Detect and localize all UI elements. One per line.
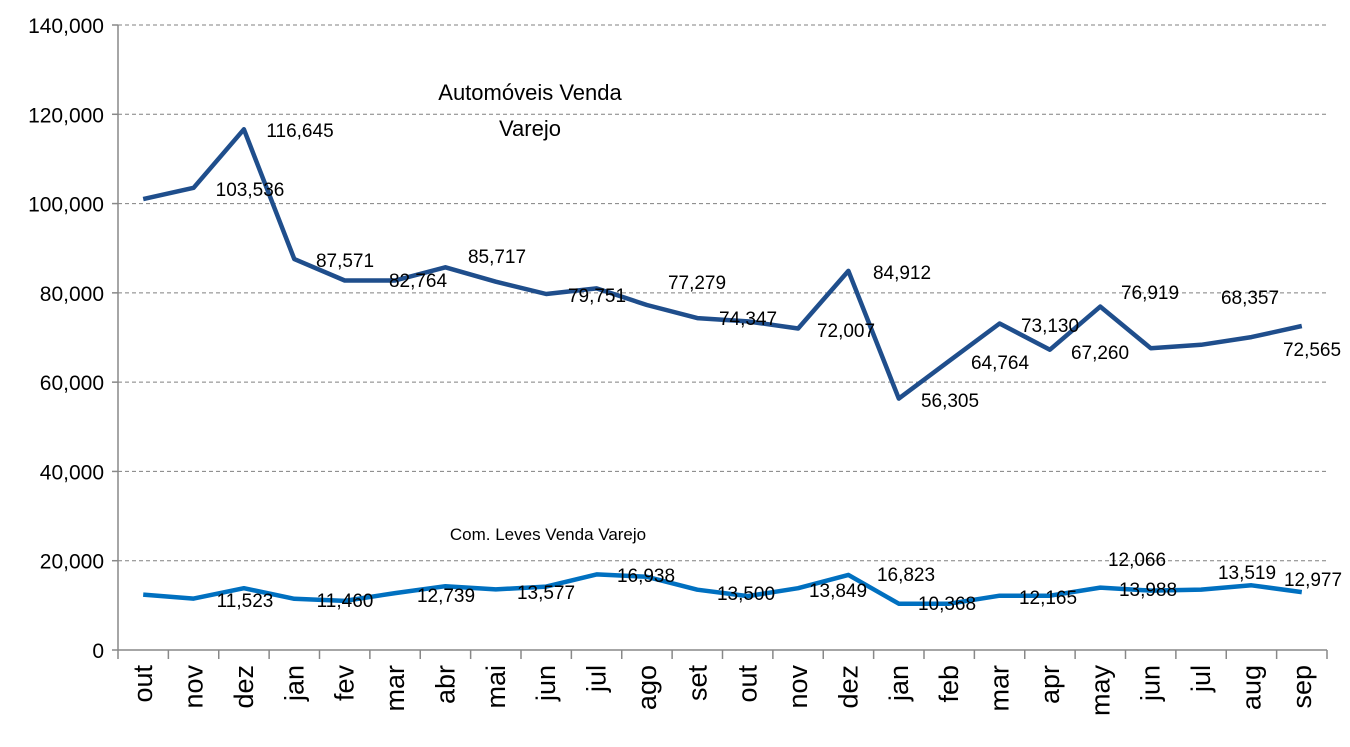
data-label: 13,577	[517, 583, 575, 604]
data-label: 103,536	[216, 180, 285, 201]
series-title-autos-line1: Automóveis Venda	[438, 80, 622, 105]
x-tick-label: aug	[1236, 665, 1266, 710]
x-tick-label: mai	[481, 665, 511, 709]
y-tick-label: 0	[92, 640, 104, 663]
data-label: 76,919	[1121, 283, 1179, 304]
data-label: 64,764	[971, 353, 1030, 374]
data-label: 84,912	[873, 263, 931, 284]
x-tick-label: dez	[229, 665, 259, 709]
x-tick-label: jul	[1186, 665, 1216, 693]
data-label: 16,938	[617, 566, 675, 587]
data-label: 13,849	[809, 581, 867, 602]
data-label: 13,519	[1218, 563, 1276, 584]
y-tick-label: 100,000	[28, 194, 104, 217]
x-tick-label: sep	[1287, 665, 1317, 709]
y-tick-label: 20,000	[40, 551, 104, 574]
data-label: 72,565	[1283, 340, 1341, 361]
x-tick-label: mar	[985, 665, 1015, 712]
x-tick-label: abr	[430, 665, 460, 704]
data-label: 85,717	[468, 247, 526, 268]
series-title-autos-line2: Varejo	[499, 116, 561, 141]
data-label: 79,751	[568, 286, 626, 307]
x-tick-label: dez	[833, 665, 863, 709]
data-label: 87,571	[316, 251, 374, 272]
x-tick-label: apr	[1035, 665, 1065, 704]
data-label: 13,500	[717, 584, 775, 605]
x-tick-label: jul	[582, 665, 612, 693]
data-label: 73,130	[1021, 316, 1079, 337]
x-tick-label: nov	[179, 665, 209, 709]
x-tick-label: jan	[884, 665, 914, 702]
data-label: 116,645	[266, 121, 333, 142]
x-tick-label: fev	[330, 665, 360, 702]
x-tick-label: jun	[1136, 665, 1166, 702]
x-tick-label: ago	[632, 665, 662, 710]
data-label: 16,823	[877, 565, 935, 586]
y-tick-label: 120,000	[28, 104, 104, 127]
data-label: 13,988	[1119, 580, 1177, 601]
data-label: 82,764	[389, 271, 448, 292]
y-tick-label: 140,000	[28, 15, 104, 38]
data-label: 72,007	[817, 321, 875, 342]
x-tick-label: set	[682, 665, 712, 702]
data-label: 74,347	[719, 309, 777, 330]
y-tick-label: 60,000	[40, 372, 104, 395]
data-label: 67,260	[1071, 343, 1129, 364]
x-tick-label: mar	[380, 665, 410, 712]
x-tick-label: jan	[279, 665, 309, 702]
y-tick-label: 80,000	[40, 283, 104, 306]
data-label: 11,460	[317, 591, 374, 612]
data-label: 12,066	[1108, 550, 1166, 571]
x-tick-label: out	[128, 665, 158, 703]
x-tick-label: out	[733, 665, 763, 703]
data-label: 10,368	[918, 594, 976, 615]
series-title-comleves: Com. Leves Venda Varejo	[450, 525, 646, 544]
x-tick-label: may	[1085, 665, 1115, 717]
y-tick-label: 40,000	[40, 461, 104, 484]
data-label: 77,279	[668, 273, 726, 294]
x-tick-label: jun	[531, 665, 561, 702]
data-label: 12,165	[1019, 588, 1077, 609]
data-label: 56,305	[921, 391, 979, 412]
data-label: 12,977	[1284, 570, 1342, 591]
x-tick-label: nov	[783, 665, 813, 709]
x-tick-label: feb	[934, 665, 964, 703]
data-label: 68,357	[1221, 288, 1279, 309]
data-label: 12,739	[417, 586, 475, 607]
data-label: 11,523	[217, 591, 274, 612]
